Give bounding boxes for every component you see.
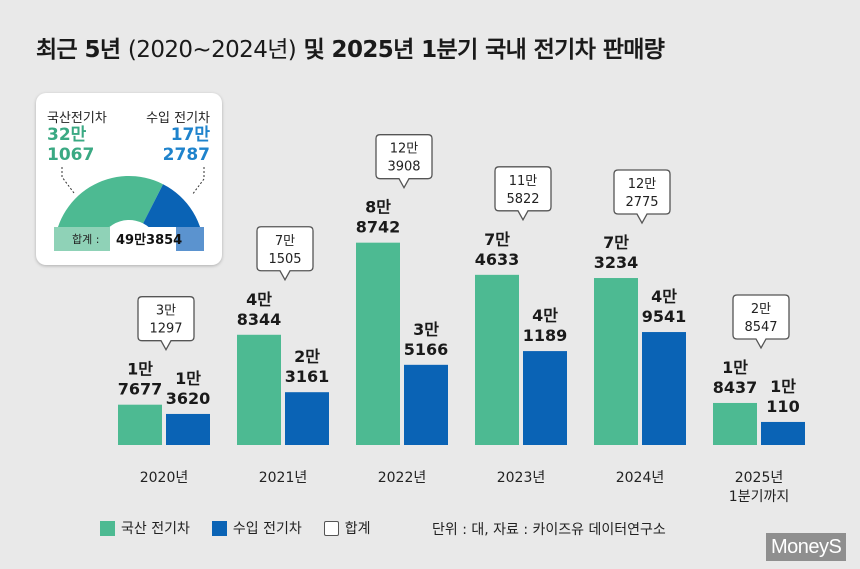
domestic-value-label-2-rest: 8344 xyxy=(237,310,282,329)
imported-bar-1 xyxy=(166,413,210,445)
inset-domestic-label: 국산전기차 xyxy=(47,111,107,126)
total-callout-2 xyxy=(256,226,314,282)
domestic-bar-6 xyxy=(713,402,757,445)
cumulative-summary-card: 국산전기차 수입 전기차 32만 1067 17만 2787 합계 : 49만385… xyxy=(36,93,222,265)
imported-value-label-1-man: 1만 xyxy=(175,369,201,388)
total-callout-1 xyxy=(137,296,195,352)
legend-domestic: 국산 전기차 xyxy=(100,518,190,538)
domestic-value-label-3-man: 8만 xyxy=(365,198,391,217)
moneys-logo: MoneyS xyxy=(766,533,847,561)
imported-value-label-3-man: 3만 xyxy=(413,320,439,339)
legend-imported-swatch xyxy=(211,520,227,536)
domestic-value-label-6-man: 1만 xyxy=(722,358,748,377)
chart-title: 최근 5년 (2020~2024년) 및 2025년 1분기 국내 전기차 판매… xyxy=(36,37,665,63)
domestic-bar-2 xyxy=(237,334,281,445)
total-label-4-rest: 5822 xyxy=(506,192,539,207)
semicircle-gauge xyxy=(54,167,205,251)
domestic-bar-5 xyxy=(594,278,638,445)
total-label-6-rest: 8547 xyxy=(744,320,777,335)
total-callout-4 xyxy=(494,166,552,222)
domestic-value-label-5-rest: 3234 xyxy=(594,253,639,272)
x-tick-label-5-1: 2024년 xyxy=(616,470,665,486)
x-tick-label-2-1: 2021년 xyxy=(259,470,308,486)
imported-value-label-1-rest: 3620 xyxy=(166,389,211,408)
total-label-4-man: 11만 xyxy=(509,174,538,189)
total-label-2-rest: 1505 xyxy=(268,252,301,267)
domestic-bar-3 xyxy=(356,242,400,445)
domestic-value-label-1-man: 1만 xyxy=(127,360,153,379)
domestic-value-label-4-rest: 4633 xyxy=(475,250,520,269)
imported-value-label-4-man: 4만 xyxy=(532,306,558,325)
inset-total-label: 합계 : xyxy=(72,233,100,246)
total-label-3-rest: 3908 xyxy=(387,160,420,175)
x-tick-label-6-2: 1분기까지 xyxy=(729,489,789,505)
gauge-total-strip-right xyxy=(176,227,204,251)
imported-bar-3 xyxy=(404,364,448,445)
total-label-1-rest: 1297 xyxy=(149,322,182,337)
imported-bar-4 xyxy=(523,351,567,445)
domestic-value-label-1-rest: 7677 xyxy=(118,380,163,399)
domestic-value-label-2-man: 4만 xyxy=(246,290,272,309)
x-tick-label-1-1: 2020년 xyxy=(140,470,189,486)
imported-value-label-5-man: 4만 xyxy=(651,287,677,306)
domestic-value-label-4-man: 7만 xyxy=(484,230,510,249)
legend-total-swatch xyxy=(323,520,339,536)
imported-value-label-5-rest: 9541 xyxy=(642,307,687,326)
domestic-value-label-5-man: 7만 xyxy=(603,233,629,252)
total-label-3-man: 12만 xyxy=(390,142,419,157)
imported-value-label-4-rest: 1189 xyxy=(523,326,568,345)
legend-imported: 수입 전기차 xyxy=(211,518,302,538)
domestic-value-label-3-rest: 8742 xyxy=(356,218,401,237)
total-label-2-man: 7만 xyxy=(275,234,295,249)
imported-value-label-3-rest: 5166 xyxy=(404,340,449,359)
total-callout-3 xyxy=(375,134,433,190)
imported-bar-5 xyxy=(642,332,686,445)
imported-value-label-6-man: 1만 xyxy=(770,377,796,396)
domestic-leader-line xyxy=(61,167,75,194)
x-tick-label-6-1: 2025년 xyxy=(735,470,784,486)
imported-leader-line xyxy=(191,167,205,196)
imported-value-label-2-rest: 3161 xyxy=(285,367,330,386)
imported-bar-2 xyxy=(285,392,329,445)
inset-total-value: 49만3854 xyxy=(116,233,183,248)
total-callout-5 xyxy=(613,169,671,225)
total-label-6-man: 2만 xyxy=(751,302,771,317)
total-label-1-man: 3만 xyxy=(156,304,176,319)
gauge-total-strip-left xyxy=(54,227,110,251)
domestic-bar-1 xyxy=(118,404,162,445)
imported-bar-6 xyxy=(761,421,805,445)
x-tick-label-4-1: 2023년 xyxy=(497,470,546,486)
source-note: 단위 : 대, 자료 : 카이즈유 데이터연구소 xyxy=(432,522,666,538)
inset-domestic-value: 32만 1067 xyxy=(47,125,95,165)
total-label-5-man: 12만 xyxy=(628,177,657,192)
imported-value-label-6-rest: 110 xyxy=(766,397,799,416)
legend: 국산 전기차 수입 전기차 합계 xyxy=(100,518,392,538)
total-label-5-rest: 2775 xyxy=(625,195,658,210)
legend-domestic-swatch xyxy=(100,520,115,536)
domestic-value-label-6-rest: 8437 xyxy=(713,378,758,397)
inset-imported-label: 수입 전기차 xyxy=(146,111,210,126)
x-tick-label-3-1: 2022년 xyxy=(378,470,427,486)
inset-imported-value: 17만 2787 xyxy=(162,125,210,165)
domestic-bar-4 xyxy=(475,274,519,445)
total-callout-6 xyxy=(732,294,790,350)
imported-value-label-2-man: 2만 xyxy=(294,347,320,366)
legend-total: 합계 xyxy=(323,518,370,538)
